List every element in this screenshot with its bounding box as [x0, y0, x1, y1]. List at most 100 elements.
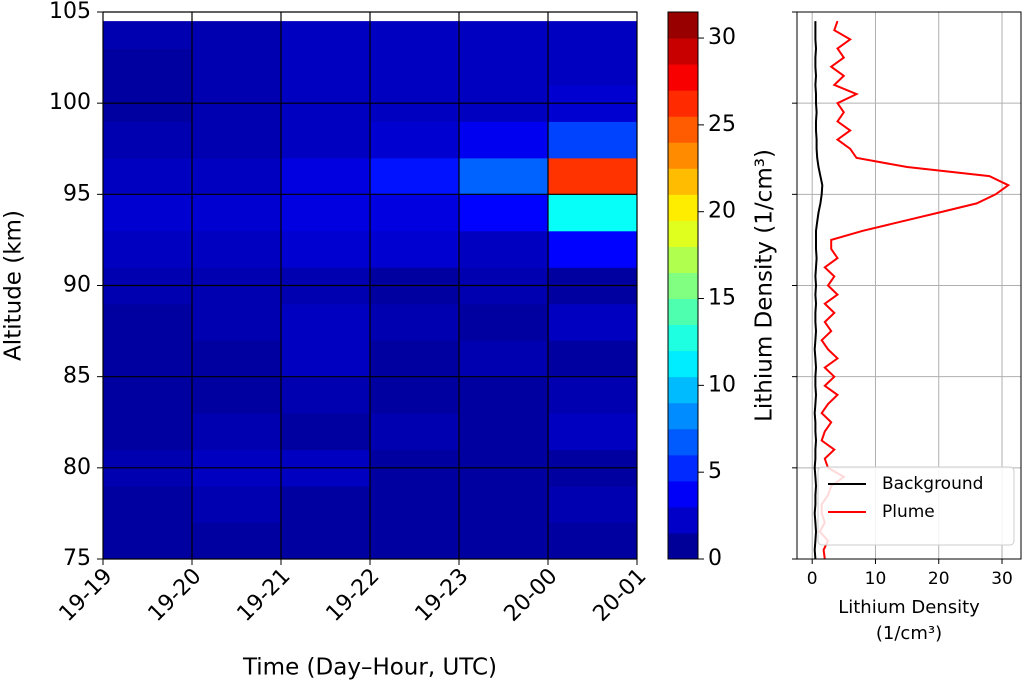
- y-tick-label: 85: [63, 364, 91, 389]
- heatmap-cell: [281, 413, 371, 451]
- legend-label: Plume: [882, 502, 935, 522]
- heatmap-cell: [103, 303, 193, 341]
- colorbar-band: [668, 324, 698, 352]
- heatmap-cell: [370, 194, 460, 232]
- heatmap-cell: [281, 486, 371, 524]
- y-tick-label: 75: [63, 546, 91, 571]
- colorbar-band: [668, 116, 698, 143]
- heatmap-cell: [103, 48, 193, 86]
- heatmap-cell: [103, 21, 193, 49]
- heatmap-cell: [459, 230, 549, 268]
- heatmap-cell: [192, 48, 282, 86]
- colorbar-band: [668, 480, 698, 508]
- heatmap-cell: [370, 522, 460, 560]
- heatmap-cell: [103, 230, 193, 268]
- heatmap-cell: [548, 522, 638, 560]
- colorbar-band: [668, 38, 698, 65]
- colorbar-band: [668, 376, 698, 404]
- colorbar-tick-label: 0: [708, 546, 722, 571]
- x-tick-label: 0: [807, 569, 818, 589]
- heatmap-cell: [548, 303, 638, 341]
- heatmap-cell: [370, 486, 460, 524]
- heatmap-cell: [103, 486, 193, 524]
- heatmap-cell: [103, 340, 193, 378]
- x-tick-label: 20-01: [589, 564, 652, 627]
- colorbar-band: [668, 64, 698, 91]
- y-tick-label: 105: [49, 0, 91, 24]
- heatmap-cell: [548, 121, 638, 159]
- heatmap-cell: [370, 303, 460, 341]
- colorbar-tick-label: 30: [708, 25, 736, 50]
- heatmap-cell: [192, 157, 282, 195]
- heatmap-cell: [103, 194, 193, 232]
- x-tick-label: 19-19: [55, 564, 118, 627]
- colorbar-band: [668, 298, 698, 326]
- x-tick-label: 19-23: [411, 564, 474, 627]
- y-tick-label: 100: [49, 90, 91, 115]
- colorbar-tick-label: 20: [708, 199, 736, 224]
- heatmap-cell: [548, 340, 638, 378]
- colorbar-label: Lithium Density (1/cm³): [752, 149, 778, 422]
- heatmap-cell: [281, 121, 371, 159]
- heatmap-cell: [548, 21, 638, 49]
- heatmap-cell: [548, 194, 638, 232]
- colorbar-frame: [667, 11, 699, 560]
- heatmap-cell: [370, 121, 460, 159]
- heatmap-cell: [192, 21, 282, 49]
- legend-box: [817, 466, 1015, 546]
- heatmap-cell: [192, 376, 282, 414]
- heatmap-cell: [370, 230, 460, 268]
- heatmap-cell: [548, 48, 638, 86]
- heatmap-cell: [459, 121, 549, 159]
- profile-line: [813, 21, 824, 560]
- colorbar-tick-label: 5: [708, 459, 722, 484]
- heatmap-cell: [370, 376, 460, 414]
- heatmap-cell: [281, 230, 371, 268]
- x-tick-label: 19-20: [144, 564, 207, 627]
- heatmap-cell: [281, 522, 371, 560]
- colorbar-band: [668, 220, 698, 247]
- x-tick-label: 19-22: [322, 564, 385, 627]
- heatmap-cell: [459, 486, 549, 524]
- heatmap-cell: [192, 486, 282, 524]
- heatmap-cell: [459, 376, 549, 414]
- colorbar-band: [668, 142, 698, 169]
- colorbar-band: [668, 532, 698, 560]
- colorbar-tick-label: 25: [708, 112, 736, 137]
- heatmap-cell: [192, 413, 282, 451]
- colorbar-tick-label: 10: [708, 372, 736, 397]
- colorbar-tick-label: 15: [708, 286, 736, 311]
- heatmap-cell: [459, 522, 549, 560]
- x-axis-label: Time (Day–Hour, UTC): [242, 655, 497, 681]
- x-tick-label: 30: [991, 569, 1013, 589]
- colorbar-band: [668, 168, 698, 195]
- heatmap-cell: [103, 413, 193, 451]
- heatmap-cell: [192, 194, 282, 232]
- heatmap-cell: [459, 413, 549, 451]
- heatmap-cell: [370, 157, 460, 195]
- heatmap-cell: [281, 157, 371, 195]
- legend-label: Background: [882, 474, 983, 494]
- heatmap-cell: [192, 121, 282, 159]
- heatmap-cell: [281, 376, 371, 414]
- y-tick-label: 90: [63, 273, 91, 298]
- heatmap-cell: [103, 522, 193, 560]
- colorbar-band: [668, 506, 698, 534]
- heatmap-cell: [281, 194, 371, 232]
- heatmap-cell: [370, 340, 460, 378]
- heatmap-cell: [548, 157, 638, 195]
- heatmap-cell: [281, 21, 371, 49]
- colorbar-band: [668, 90, 698, 117]
- heatmap-cell: [548, 413, 638, 451]
- heatmap-cell: [281, 340, 371, 378]
- colorbar-band: [668, 428, 698, 456]
- x-axis-label: (1/cm³): [876, 623, 942, 644]
- heatmap-cell: [281, 48, 371, 86]
- heatmap-cell: [370, 413, 460, 451]
- y-axis-label: Altitude (km): [1, 210, 27, 361]
- colorbar-band: [668, 194, 698, 221]
- x-tick-label: 20: [928, 569, 950, 589]
- y-tick-label: 95: [63, 181, 91, 206]
- colorbar-band: [668, 402, 698, 430]
